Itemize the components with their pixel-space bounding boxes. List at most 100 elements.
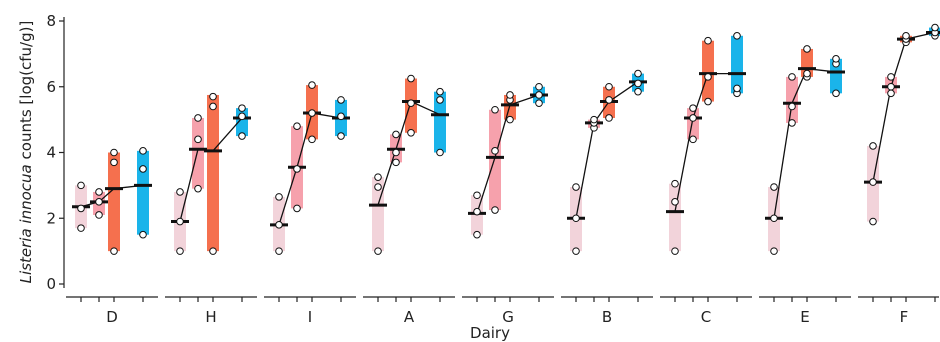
data-point bbox=[95, 198, 103, 206]
x-tick-label: B bbox=[602, 308, 612, 326]
data-point bbox=[473, 230, 481, 239]
range-bar bbox=[434, 91, 446, 153]
y-axis-title-suffix: counts [log(cfu/g)] bbox=[17, 21, 35, 165]
group-C bbox=[666, 31, 746, 255]
data-point bbox=[209, 102, 217, 111]
data-point bbox=[293, 122, 301, 130]
range-bar bbox=[108, 152, 120, 252]
group-I bbox=[270, 81, 350, 255]
data-point bbox=[733, 31, 741, 40]
range-bar bbox=[687, 108, 699, 140]
data-point bbox=[209, 247, 217, 255]
mean-line bbox=[377, 100, 441, 206]
data-point bbox=[293, 204, 301, 213]
y-tick-label: 2 bbox=[46, 209, 56, 227]
data-point bbox=[689, 114, 697, 122]
data-point bbox=[238, 104, 246, 112]
data-point bbox=[209, 92, 217, 101]
data-point bbox=[869, 178, 877, 186]
data-point bbox=[887, 82, 895, 91]
data-point bbox=[407, 128, 415, 137]
data-point bbox=[473, 207, 481, 216]
data-point bbox=[407, 74, 415, 83]
mean-line bbox=[80, 184, 144, 208]
data-point bbox=[337, 132, 345, 140]
data-point bbox=[194, 135, 202, 144]
data-point bbox=[436, 96, 444, 104]
data-point bbox=[869, 217, 877, 226]
data-point bbox=[506, 91, 514, 99]
data-point bbox=[238, 132, 246, 140]
data-point bbox=[392, 130, 400, 139]
data-point bbox=[110, 148, 118, 157]
group-A bbox=[369, 74, 449, 255]
data-point bbox=[634, 79, 642, 88]
data-point bbox=[491, 147, 499, 155]
data-point bbox=[689, 104, 697, 112]
data-point bbox=[535, 99, 543, 107]
x-tick-label: C bbox=[701, 308, 711, 326]
data-point bbox=[832, 89, 840, 98]
data-point bbox=[671, 247, 679, 255]
data-point bbox=[671, 198, 679, 206]
group-F bbox=[864, 23, 940, 226]
data-point bbox=[832, 55, 840, 63]
group-E bbox=[765, 45, 845, 255]
y-tick-label: 4 bbox=[46, 144, 56, 162]
data-point bbox=[139, 230, 147, 239]
data-point bbox=[95, 188, 103, 196]
range-bar bbox=[830, 58, 842, 94]
y-axis-title: Listeria innocua counts [log(cfu/g)] bbox=[17, 21, 35, 284]
data-point bbox=[671, 179, 679, 188]
data-point bbox=[605, 96, 613, 104]
data-point bbox=[788, 73, 796, 81]
data-point bbox=[590, 115, 598, 124]
y-tick-label: 0 bbox=[46, 275, 56, 293]
data-point bbox=[436, 87, 444, 96]
data-point bbox=[392, 148, 400, 157]
data-point bbox=[770, 247, 778, 255]
data-point bbox=[704, 97, 712, 106]
y-axis: 0 2 4 6 8 bbox=[46, 12, 65, 293]
data-point bbox=[572, 183, 580, 191]
group-G bbox=[468, 82, 548, 239]
mean-line bbox=[674, 72, 737, 212]
data-point bbox=[733, 84, 741, 93]
data-point bbox=[887, 89, 895, 98]
data-point bbox=[770, 214, 778, 223]
y-tick-label: 6 bbox=[46, 78, 56, 96]
data-point bbox=[194, 114, 202, 122]
data-point bbox=[139, 165, 147, 173]
data-point bbox=[176, 188, 184, 196]
y-tick-label: 8 bbox=[46, 12, 56, 30]
mean-line bbox=[773, 67, 837, 219]
data-point bbox=[139, 147, 147, 155]
data-point bbox=[491, 105, 499, 114]
x-tick-label: D bbox=[106, 308, 118, 326]
mean-line bbox=[476, 94, 540, 214]
data-point bbox=[392, 158, 400, 167]
data-point bbox=[535, 91, 543, 99]
data-point bbox=[572, 247, 580, 255]
range-bar bbox=[207, 94, 219, 252]
x-tick-label: G bbox=[502, 308, 514, 326]
group-H bbox=[171, 92, 251, 255]
data-point bbox=[293, 165, 301, 173]
mean-line bbox=[278, 112, 342, 226]
data-point bbox=[407, 99, 415, 107]
data-point bbox=[95, 211, 103, 219]
data-point bbox=[337, 112, 345, 121]
data-point bbox=[77, 204, 85, 213]
data-point bbox=[110, 247, 118, 255]
data-point bbox=[436, 148, 444, 157]
mean-line bbox=[575, 81, 639, 219]
x-tick-label: F bbox=[900, 308, 909, 326]
data-point bbox=[308, 81, 316, 89]
x-tick-label: H bbox=[205, 308, 216, 326]
data-point bbox=[275, 247, 283, 255]
range-bar bbox=[192, 117, 204, 189]
data-point bbox=[788, 102, 796, 111]
mean-line bbox=[872, 31, 936, 183]
data-point bbox=[308, 135, 316, 144]
